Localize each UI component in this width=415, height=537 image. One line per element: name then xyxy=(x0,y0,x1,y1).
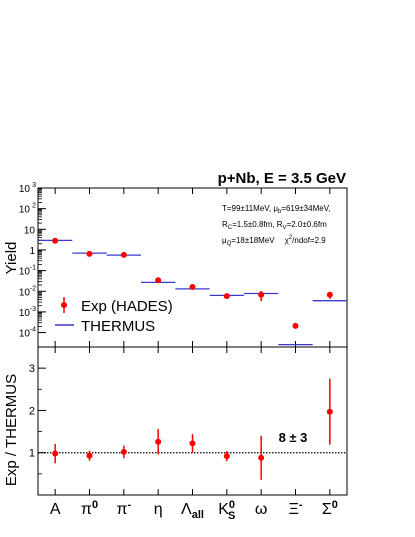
yield-tick-exponent: 3 xyxy=(32,182,36,189)
legend-exp-label: Exp (HADES) xyxy=(81,298,173,315)
category-ticks-bottom xyxy=(54,347,331,495)
legend-entry-thermus: THERMUS xyxy=(55,318,155,335)
ratio-panel: 1 2 3 Exp / THERMUS 8 ± 3 xyxy=(3,346,348,496)
x-category-label: ω xyxy=(255,501,268,518)
yield-axis-label: Yield xyxy=(3,242,20,275)
ratio-frame xyxy=(37,346,348,496)
x-category-label: K0 S xyxy=(218,499,235,522)
ratio-point xyxy=(326,408,333,415)
exp-point xyxy=(292,322,299,329)
exp-point xyxy=(223,293,230,300)
xi-ratio-annotation: 8 ± 3 xyxy=(279,430,308,445)
ratio-y-axis: 1 2 3 xyxy=(29,363,46,475)
category-ticks-top xyxy=(54,188,331,347)
x-category-label: Λall xyxy=(181,501,204,521)
ratio-tick-label: 3 xyxy=(29,363,35,375)
yield-tick-exponent: -3 xyxy=(30,306,36,313)
yield-marks xyxy=(38,237,347,346)
x-category-label: π- xyxy=(116,499,131,518)
exp-point xyxy=(120,251,127,258)
x-category-label: η xyxy=(154,501,163,518)
exp-point xyxy=(258,291,265,298)
ratio-axis-label: Exp / THERMUS xyxy=(3,374,20,486)
exp-point xyxy=(86,250,93,257)
x-category-label: Σ0 xyxy=(322,499,338,518)
yield-tick-label: 10 xyxy=(19,267,31,278)
yield-tick-label: 10 xyxy=(19,205,31,216)
ratio-tick-label: 1 xyxy=(29,448,35,460)
ratio-point xyxy=(189,440,196,447)
exp-point xyxy=(52,237,59,244)
ratio-point xyxy=(86,452,93,459)
yield-tick-label: 10 xyxy=(24,225,36,236)
legend-thermus-label: THERMUS xyxy=(81,318,155,335)
x-category-label: Ξ- xyxy=(288,499,302,518)
yield-tick-label: 10 xyxy=(19,308,31,319)
yield-tick-exponent: -1 xyxy=(30,265,36,272)
chart-title: p+Nb, E = 3.5 GeV xyxy=(218,170,346,187)
fit-parameters: T=99±11MeV, μb=619±34MeV, RC=1.5±0.8fm, … xyxy=(222,204,331,247)
yield-tick-label: 1 xyxy=(29,246,35,257)
annotation-line-3: μQ=18±18MeV χ2/ndof=2.9 xyxy=(222,235,326,247)
exp-point xyxy=(155,277,162,284)
ratio-point xyxy=(223,453,230,460)
ratio-point xyxy=(120,448,127,455)
annotation-line-1: T=99±11MeV, μb=619±34MeV, xyxy=(222,204,331,215)
yield-tick-label: 10 xyxy=(19,329,31,340)
exp-point xyxy=(326,291,333,298)
yield-tick-exponent: -2 xyxy=(30,285,36,292)
yield-tick-label: 10 xyxy=(19,184,31,195)
exp-point xyxy=(189,284,196,291)
ratio-point xyxy=(52,450,59,457)
yield-tick-exponent: 2 xyxy=(32,203,36,210)
ratio-tick-label: 2 xyxy=(29,405,35,417)
legend-exp-marker xyxy=(61,302,67,308)
ratio-point xyxy=(258,454,265,461)
x-category-label: π0 xyxy=(81,499,98,518)
ratio-marks xyxy=(52,378,333,480)
annotation-line-2: RC=1.5±0.8fm, RV=2.0±0.6fm xyxy=(222,220,327,231)
x-category-label: A xyxy=(50,501,61,518)
yield-tick-exponent: -4 xyxy=(30,327,36,334)
yield-tick-label: 10 xyxy=(19,287,31,298)
legend: Exp (HADES) THERMUS xyxy=(55,297,173,335)
legend-entry-exp: Exp (HADES) xyxy=(61,297,173,315)
ratio-point xyxy=(155,438,162,445)
